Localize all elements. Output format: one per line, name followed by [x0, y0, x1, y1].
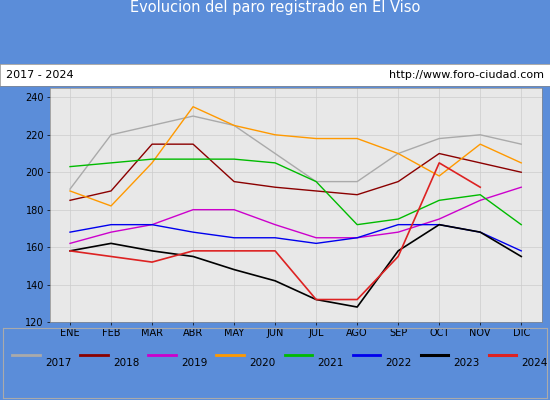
Text: 2021: 2021 — [317, 358, 344, 368]
Text: 2019: 2019 — [181, 358, 207, 368]
Text: Evolucion del paro registrado en El Viso: Evolucion del paro registrado en El Viso — [130, 0, 420, 15]
Text: http://www.foro-ciudad.com: http://www.foro-ciudad.com — [389, 70, 544, 80]
Text: 2017: 2017 — [45, 358, 72, 368]
Text: 2020: 2020 — [249, 358, 276, 368]
Text: 2017 - 2024: 2017 - 2024 — [6, 70, 73, 80]
Text: 2018: 2018 — [113, 358, 139, 368]
Text: 2024: 2024 — [521, 358, 548, 368]
Text: 2022: 2022 — [385, 358, 411, 368]
Text: 2023: 2023 — [453, 358, 480, 368]
